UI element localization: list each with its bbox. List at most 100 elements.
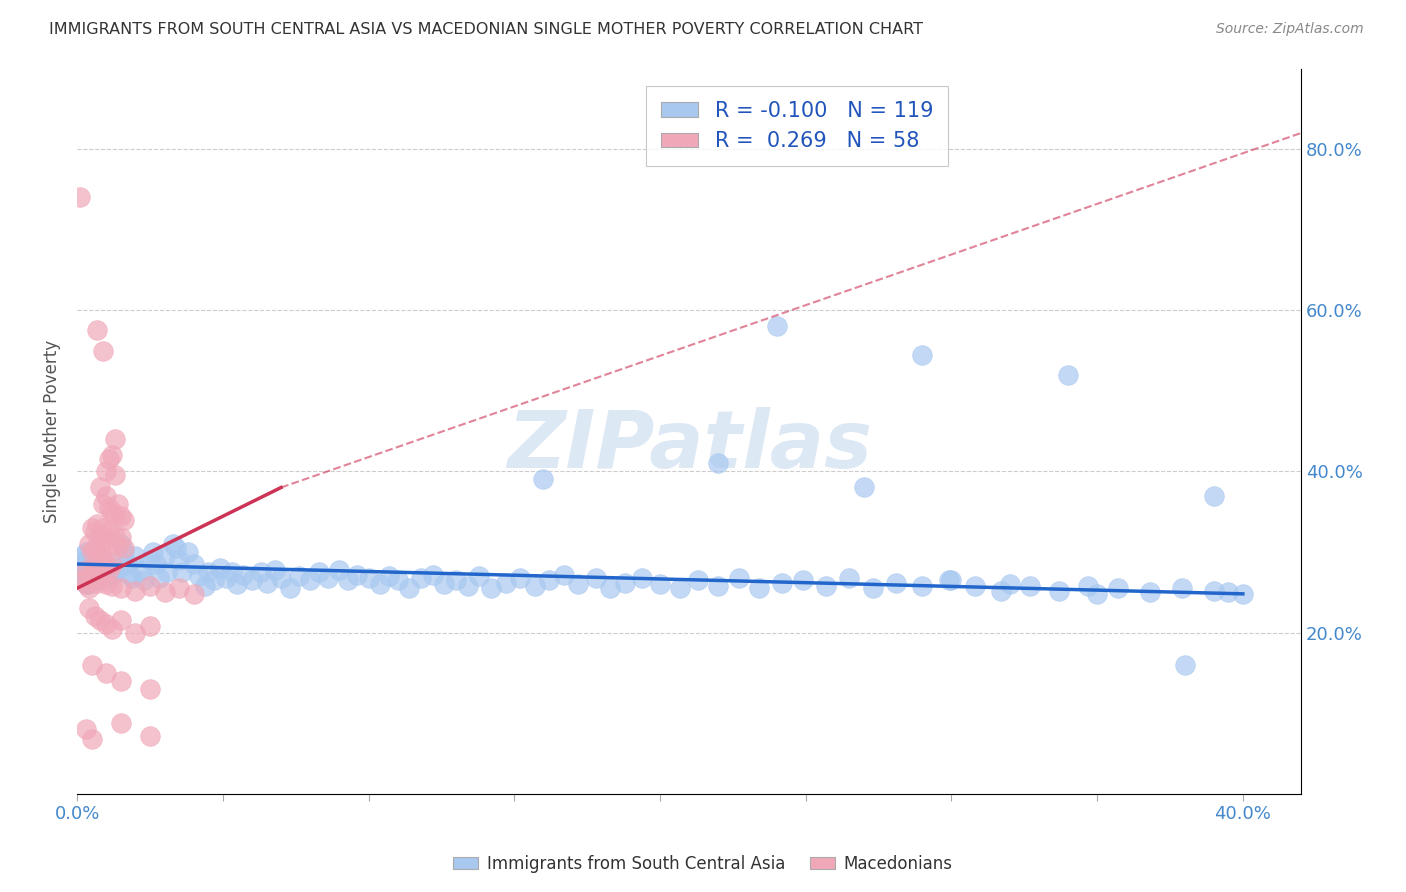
- Point: [77, 577, 100, 591]
- Point: [101, 579, 124, 593]
- Point: [1047, 583, 1070, 598]
- Text: IMMIGRANTS FROM SOUTH CENTRAL ASIA VS MACEDONIAN SINGLE MOTHER POVERTY CORRELATI: IMMIGRANTS FROM SOUTH CENTRAL ASIA VS MA…: [49, 22, 924, 37]
- Point: [531, 472, 554, 486]
- Point: [148, 571, 170, 585]
- Point: [72, 573, 94, 587]
- Point: [770, 575, 793, 590]
- Point: [77, 537, 100, 551]
- Point: [86, 323, 108, 337]
- Point: [1218, 585, 1240, 599]
- Point: [387, 573, 409, 587]
- Point: [153, 585, 176, 599]
- Point: [139, 681, 162, 696]
- Point: [707, 456, 730, 470]
- Point: [86, 516, 108, 531]
- Point: [1019, 579, 1042, 593]
- Point: [104, 432, 127, 446]
- Point: [1202, 489, 1225, 503]
- Point: [75, 565, 97, 579]
- Point: [91, 553, 114, 567]
- Point: [139, 579, 162, 593]
- Point: [96, 557, 118, 571]
- Point: [264, 563, 287, 577]
- Text: Source: ZipAtlas.com: Source: ZipAtlas.com: [1216, 22, 1364, 37]
- Point: [139, 729, 162, 743]
- Point: [110, 614, 132, 628]
- Point: [457, 579, 479, 593]
- Point: [990, 583, 1012, 598]
- Point: [101, 557, 124, 571]
- Point: [101, 569, 124, 583]
- Point: [96, 555, 118, 569]
- Point: [89, 529, 111, 543]
- Point: [80, 731, 103, 746]
- Point: [98, 500, 121, 515]
- Point: [197, 565, 219, 579]
- Point: [553, 567, 575, 582]
- Point: [170, 565, 193, 579]
- Point: [129, 563, 152, 577]
- Point: [72, 561, 94, 575]
- Point: [357, 571, 380, 585]
- Point: [72, 549, 94, 563]
- Point: [86, 557, 108, 571]
- Point: [91, 559, 114, 574]
- Point: [107, 497, 129, 511]
- Point: [110, 537, 132, 551]
- Point: [96, 665, 118, 680]
- Point: [83, 524, 105, 539]
- Point: [585, 571, 607, 585]
- Point: [91, 521, 114, 535]
- Point: [669, 581, 692, 595]
- Point: [1232, 587, 1254, 601]
- Point: [1057, 368, 1080, 382]
- Point: [444, 573, 467, 587]
- Point: [96, 489, 118, 503]
- Text: ZIPatlas: ZIPatlas: [506, 407, 872, 484]
- Point: [134, 573, 156, 587]
- Point: [77, 567, 100, 582]
- Point: [599, 581, 621, 595]
- Point: [80, 521, 103, 535]
- Point: [96, 577, 118, 591]
- Point: [299, 573, 322, 587]
- Point: [183, 587, 205, 601]
- Point: [89, 545, 111, 559]
- Point: [165, 541, 187, 555]
- Legend: R = -0.100   N = 119, R =  0.269   N = 58: R = -0.100 N = 119, R = 0.269 N = 58: [647, 87, 948, 166]
- Point: [538, 573, 561, 587]
- Point: [121, 571, 143, 585]
- Point: [80, 553, 103, 567]
- Point: [89, 563, 111, 577]
- Point: [1139, 585, 1161, 599]
- Point: [479, 581, 502, 595]
- Point: [98, 561, 121, 575]
- Point: [124, 625, 146, 640]
- Point: [77, 601, 100, 615]
- Point: [1077, 579, 1099, 593]
- Point: [98, 524, 121, 539]
- Point: [110, 715, 132, 730]
- Point: [75, 577, 97, 591]
- Point: [118, 567, 141, 582]
- Point: [83, 561, 105, 575]
- Point: [80, 565, 103, 579]
- Point: [91, 567, 114, 582]
- Point: [911, 347, 934, 361]
- Point: [104, 508, 127, 523]
- Point: [862, 581, 884, 595]
- Point: [104, 565, 127, 579]
- Point: [509, 571, 531, 585]
- Point: [110, 673, 132, 688]
- Point: [287, 569, 309, 583]
- Point: [378, 569, 401, 583]
- Point: [792, 573, 814, 587]
- Point: [815, 579, 838, 593]
- Point: [249, 565, 271, 579]
- Point: [91, 343, 114, 358]
- Point: [124, 549, 146, 563]
- Point: [75, 545, 97, 559]
- Point: [346, 567, 368, 582]
- Point: [941, 573, 963, 587]
- Point: [91, 497, 114, 511]
